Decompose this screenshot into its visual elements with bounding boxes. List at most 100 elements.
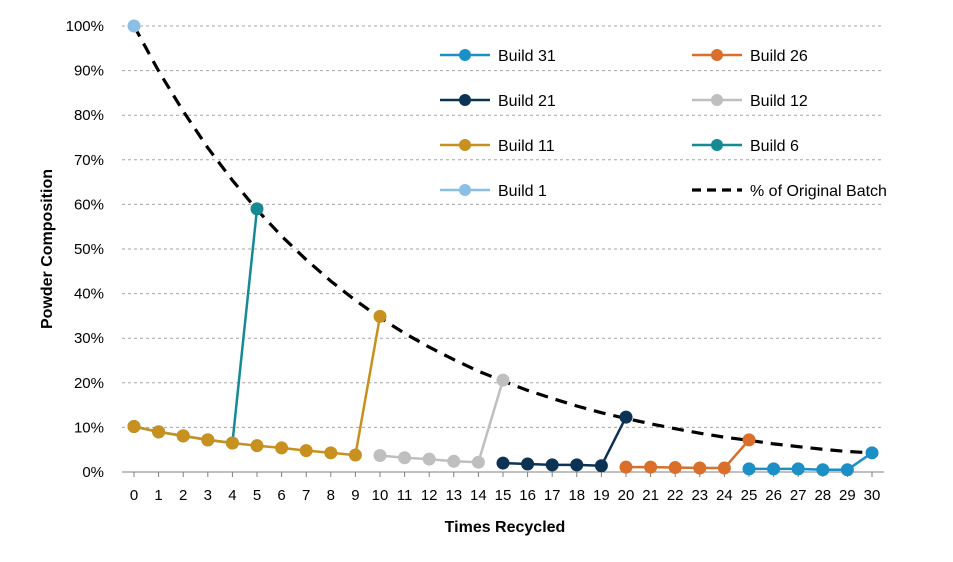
data-point (250, 439, 264, 453)
series-line (133, 208, 259, 445)
legend-item: Build 21 (440, 93, 556, 110)
gridlines (122, 25, 884, 428)
x-tick-label: 29 (839, 487, 856, 504)
y-tick-label: 0% (82, 464, 104, 481)
data-point (398, 451, 412, 465)
data-point (816, 463, 830, 477)
series-line (502, 416, 628, 468)
data-point (201, 433, 215, 447)
legend-item: Build 26 (692, 48, 808, 65)
x-tick-label: 23 (691, 487, 708, 504)
data-point (152, 425, 166, 439)
legend-item: Build 11 (440, 138, 555, 155)
x-tick-label: 14 (470, 487, 487, 504)
series-build-1 (127, 19, 141, 33)
data-point (127, 420, 141, 434)
axes: 0%10%20%30%40%50%60%70%80%90%100%0 1 2 3 4 5 6… (66, 18, 884, 504)
data-point (840, 463, 854, 477)
y-tick-label: 60% (74, 196, 104, 213)
y-tick-label: 50% (74, 241, 104, 258)
data-point (791, 462, 805, 476)
legend-swatch-marker (459, 94, 471, 106)
x-tick-label: 21 (642, 487, 659, 504)
legend-swatch-marker (711, 49, 723, 61)
series-build-31 (742, 446, 879, 477)
series-build-21 (496, 410, 633, 473)
data-point (275, 441, 289, 455)
x-tick-label: 3 (204, 487, 212, 504)
y-tick-label: 70% (74, 152, 104, 169)
data-point (299, 444, 313, 458)
legend-swatch-marker (459, 49, 471, 61)
x-axis-title: Times Recycled (445, 519, 566, 536)
legend-label: Build 12 (750, 93, 808, 110)
x-tick-label: 15 (495, 487, 512, 504)
x-tick-label: 11 (397, 487, 413, 504)
x-tick-label: 28 (814, 487, 831, 504)
data-point (471, 455, 485, 469)
data-point (250, 202, 264, 216)
data-point (348, 448, 362, 462)
data-point (619, 460, 633, 474)
data-point (225, 436, 239, 450)
x-tick-label: 13 (445, 487, 462, 504)
x-tick-label: 7 (302, 487, 310, 504)
x-tick-label: 30 (864, 487, 881, 504)
data-point (496, 456, 510, 470)
data-point (176, 429, 190, 443)
y-tick-label: 20% (74, 375, 104, 392)
series-line (132, 25, 873, 455)
legend-label: Build 31 (498, 48, 556, 65)
series-build-12 (373, 373, 510, 469)
x-tick-label: 2 (179, 487, 187, 504)
data-point (742, 433, 756, 447)
data-point (767, 462, 781, 476)
x-tick-label: 22 (667, 487, 684, 504)
legend-swatch-marker (459, 184, 471, 196)
legend-label: Build 1 (498, 183, 547, 200)
legend-item: Build 31 (440, 48, 556, 65)
x-tick-label: 18 (568, 487, 585, 504)
data-point (127, 19, 141, 33)
series-of-original-batch (132, 25, 873, 455)
data-point (717, 461, 731, 475)
data-point (373, 448, 387, 462)
legend-item: % of Original Batch (692, 183, 887, 200)
series-build-11 (127, 309, 387, 462)
data-point (422, 452, 436, 466)
legend-label: Build 11 (498, 138, 555, 155)
x-tick-label: 5 (253, 487, 261, 504)
data-point (865, 446, 879, 460)
data-point (619, 410, 633, 424)
series-lines (127, 19, 879, 477)
x-tick-label: 19 (593, 487, 610, 504)
x-tick-label: 8 (327, 487, 335, 504)
legend-swatch-marker (711, 94, 723, 106)
y-tick-label: 80% (74, 107, 104, 124)
legend-label: Build 26 (750, 48, 808, 65)
legend-swatch-marker (459, 139, 471, 151)
y-tick-label: 40% (74, 286, 104, 303)
x-tick-label: 17 (544, 487, 561, 504)
y-tick-label: 90% (74, 63, 104, 80)
y-tick-label: 100% (66, 18, 104, 35)
x-tick-label: 20 (618, 487, 635, 504)
data-point (324, 446, 338, 460)
data-point (496, 373, 510, 387)
legend-swatch-marker (711, 139, 723, 151)
data-point (742, 462, 756, 476)
legend: Build 31 Build 26 Build 21 Build 12 Build 11… (440, 48, 887, 200)
x-tick-label: 12 (421, 487, 438, 504)
legend-item: Build 6 (692, 138, 799, 155)
legend-item: Build 12 (692, 93, 808, 110)
x-tick-label: 10 (372, 487, 389, 504)
data-point (521, 457, 535, 471)
x-tick-label: 25 (741, 487, 758, 504)
x-tick-label: 26 (765, 487, 782, 504)
y-tick-label: 10% (74, 419, 104, 436)
data-point (545, 458, 559, 472)
data-point (668, 461, 682, 475)
series-build-6 (127, 202, 264, 450)
